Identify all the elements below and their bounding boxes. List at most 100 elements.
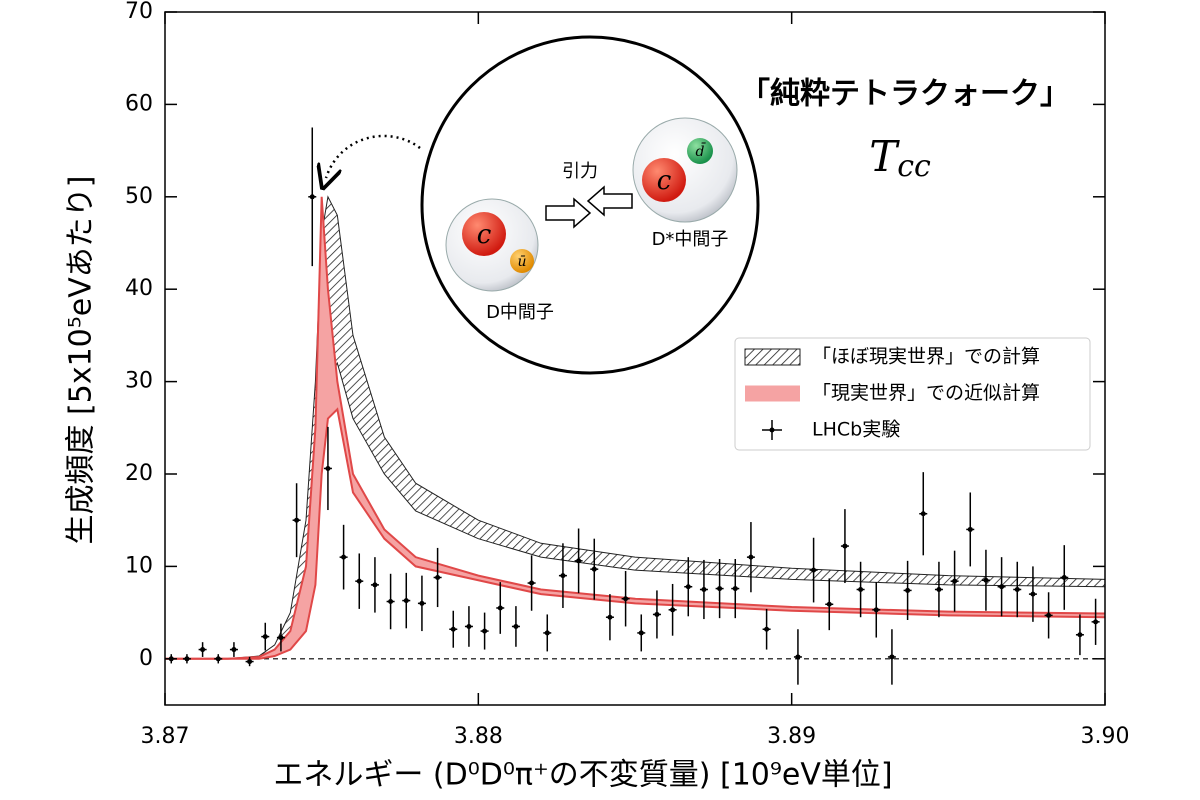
data-point — [983, 577, 989, 583]
data-point — [1046, 612, 1052, 618]
data-point — [513, 623, 519, 629]
data-point — [247, 659, 253, 665]
y-tick-label: 10 — [125, 553, 153, 578]
y-tick-label: 20 — [125, 461, 153, 486]
plot-area — [165, 127, 1106, 685]
data-point — [450, 626, 456, 632]
data-point — [262, 634, 268, 640]
data-point — [435, 574, 441, 580]
data-point — [842, 543, 848, 549]
data-point — [325, 465, 331, 471]
y-tick-label: 70 — [125, 0, 153, 24]
data-point — [685, 584, 691, 590]
data-point — [623, 596, 629, 602]
data-point — [231, 647, 237, 653]
y-tick-label: 30 — [125, 369, 153, 394]
data-point — [1014, 587, 1020, 592]
legend-label: 「ほぼ現実世界」での計算 — [812, 346, 1040, 368]
data-point — [184, 656, 190, 662]
annotation-title: 「純粋テトラクォーク」 — [740, 77, 1070, 112]
data-point — [701, 587, 707, 592]
data-point — [591, 566, 597, 572]
band-edge — [165, 196, 1106, 660]
data-point — [544, 630, 550, 636]
quark-ball — [687, 138, 713, 164]
quark-label: d̄ — [696, 142, 707, 160]
attraction-arrow — [586, 185, 633, 217]
data-point — [811, 567, 817, 573]
data-point — [748, 554, 754, 560]
data-point — [717, 586, 723, 592]
data-point — [200, 647, 206, 653]
x-tick-label: 3.90 — [1081, 724, 1130, 749]
data-point — [294, 517, 300, 523]
quark-label: c — [477, 220, 492, 250]
x-tick-label: 3.88 — [454, 724, 503, 749]
quark-ball — [462, 212, 506, 256]
data-point — [341, 554, 347, 560]
data-point — [1061, 574, 1067, 580]
quark-label: c — [657, 166, 672, 196]
legend-swatch — [745, 385, 800, 402]
data-point — [654, 611, 660, 617]
legend-box — [734, 337, 1091, 451]
legend: 「ほぼ現実世界」での計算「現実世界」での近似計算 LHCb実験 — [734, 337, 1091, 451]
data-point — [967, 526, 973, 532]
data-point — [1093, 619, 1099, 625]
data-point — [873, 607, 879, 613]
data-point — [670, 607, 676, 613]
legend-swatch — [769, 427, 775, 433]
data-point — [795, 654, 801, 660]
symbol: Tcc — [869, 132, 931, 184]
data-point — [576, 558, 582, 564]
symbol-subscript: cc — [897, 149, 931, 184]
axes-frame — [164, 11, 1106, 706]
data-point — [497, 605, 503, 611]
data-point — [560, 573, 566, 579]
quark-ball — [510, 249, 534, 273]
pointer-arrow — [326, 134, 421, 178]
data-point — [466, 623, 472, 629]
data-point — [419, 600, 425, 606]
data-point — [1030, 591, 1036, 597]
data-point — [388, 599, 394, 605]
y-tick-label: 60 — [125, 91, 153, 116]
data-point — [858, 587, 864, 592]
data-point — [764, 626, 770, 632]
y-tick-label: 0 — [139, 646, 153, 671]
data-point — [529, 580, 535, 586]
symbol-main: T — [869, 132, 900, 181]
inset: 引力 D中間子 D*中間子 c ū c d̄ — [326, 35, 760, 375]
data-point — [936, 587, 942, 592]
quark-label: ū — [517, 254, 526, 270]
data-point — [482, 628, 488, 634]
attraction-arrow — [545, 197, 592, 229]
data-point — [356, 578, 362, 584]
x-tick-label: 3.87 — [141, 724, 190, 749]
legend-label: 「現実世界」での近似計算 — [812, 382, 1040, 404]
x-tick-label: 3.89 — [767, 724, 816, 749]
data-point — [278, 635, 284, 641]
y-tick-label: 50 — [125, 184, 153, 209]
d-meson-label: D中間子 — [486, 302, 554, 323]
data-point — [905, 587, 911, 593]
x-axis-label: エネルギー (D⁰D⁰π⁺の不変質量) [10⁹eV単位] — [273, 758, 892, 793]
data-point — [952, 578, 958, 584]
data-point — [372, 582, 378, 588]
data-point — [607, 614, 613, 620]
data-point — [309, 194, 315, 200]
attraction-label: 引力 — [562, 161, 598, 182]
legend-swatch — [744, 348, 801, 366]
data-point — [920, 511, 926, 517]
y-tick-label: 40 — [125, 276, 153, 301]
band-edge — [165, 407, 1106, 660]
data-point — [826, 601, 832, 607]
legend-label: LHCb実験 — [812, 419, 900, 441]
data-point — [999, 584, 1005, 590]
y-axis-label: 生成頻度 [5x10⁵eVあたり] — [64, 176, 99, 545]
data-point — [889, 654, 895, 660]
quark-ball — [642, 158, 686, 202]
data-point — [215, 656, 221, 662]
data-point — [1077, 632, 1083, 638]
